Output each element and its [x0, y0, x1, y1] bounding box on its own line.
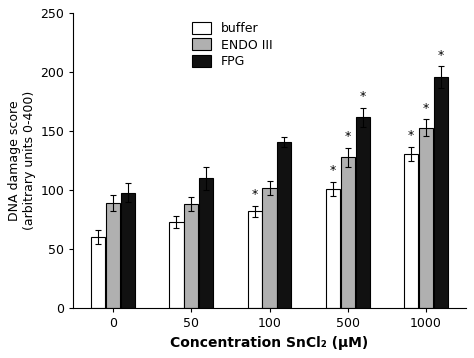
Text: *: * — [252, 188, 258, 201]
Bar — [356, 117, 370, 308]
Bar — [199, 178, 213, 308]
Bar — [404, 154, 418, 308]
Text: *: * — [438, 49, 444, 62]
Bar — [169, 222, 183, 308]
Text: *: * — [408, 129, 414, 142]
Text: *: * — [423, 102, 429, 115]
Bar — [326, 189, 340, 308]
Bar — [341, 157, 355, 308]
Bar — [184, 204, 199, 308]
Bar — [277, 142, 292, 308]
Bar — [434, 77, 448, 308]
Legend: buffer, ENDO III, FPG: buffer, ENDO III, FPG — [190, 20, 275, 71]
Y-axis label: DNA damage score
(arbitrary units 0-400): DNA damage score (arbitrary units 0-400) — [9, 91, 36, 230]
Bar — [263, 188, 276, 308]
X-axis label: Concentration SnCl₂ (μM): Concentration SnCl₂ (μM) — [171, 336, 369, 350]
Text: *: * — [330, 164, 336, 177]
Text: *: * — [359, 90, 366, 103]
Bar — [419, 128, 433, 308]
Bar — [91, 237, 105, 308]
Bar — [121, 193, 135, 308]
Bar — [247, 212, 262, 308]
Bar — [106, 203, 120, 308]
Text: *: * — [345, 130, 351, 143]
